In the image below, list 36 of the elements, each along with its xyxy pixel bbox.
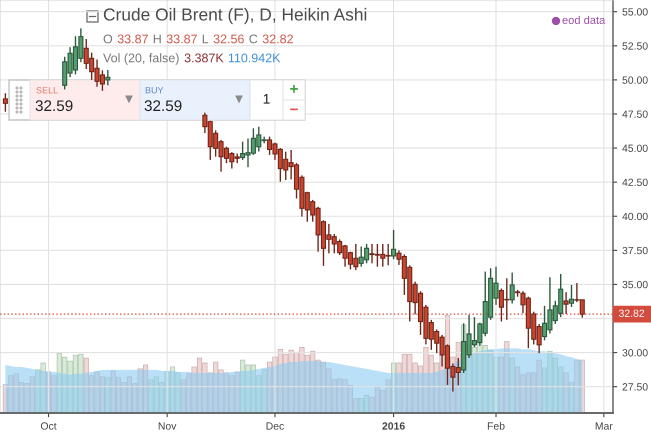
y-tick-label: 55.00	[622, 8, 648, 16]
annotation: 32.59	[144, 100, 182, 112]
y-tick-label: 30.00	[622, 349, 648, 356]
annotation: O 33.87 H 33.87 L 32.56 C 32.82	[104, 34, 293, 44]
annotation: Vol (20, false) 3.387K 110.942K	[103, 53, 280, 65]
candlestick	[2, 92, 8, 112]
annotation: BUY	[146, 87, 164, 94]
x-tick-label: Oct	[40, 422, 57, 430]
candlestick	[105, 69, 110, 86]
x-tick-label: Nov	[158, 422, 176, 430]
candlestick	[564, 292, 569, 315]
y-tick-label: 52.50	[622, 42, 648, 50]
annotation: 32.59	[36, 100, 73, 112]
y-tick-label: 27.50	[622, 383, 648, 391]
x-tick-label: Dec	[266, 422, 284, 430]
y-tick-label: 45.00	[622, 144, 648, 152]
candlestick	[510, 272, 515, 304]
candlestick	[391, 229, 396, 260]
annotation: SELL	[36, 87, 58, 94]
annotation: −	[290, 108, 298, 110]
y-tick-label: 35.00	[622, 280, 648, 288]
y-tick-label: 40.00	[622, 212, 648, 220]
y-tick-label: 47.50	[622, 110, 648, 118]
candlestick	[568, 284, 574, 308]
annotation: 1	[264, 94, 270, 104]
y-tick-label: 37.50	[622, 246, 648, 254]
ref-line-label: 32.82	[618, 310, 644, 317]
bar	[564, 372, 569, 413]
x-tick-label: Mar	[596, 422, 613, 430]
x-tick-label: 2016	[382, 422, 405, 430]
y-tick-label: 50.00	[622, 76, 648, 84]
y-tick-label: 42.50	[622, 178, 648, 186]
annotation: eod data	[562, 16, 606, 24]
x-tick-label: Feb	[488, 422, 505, 430]
annotation: +	[290, 84, 298, 93]
chart-title: Crude Oil Brent (F), D, Heikin Ashi	[104, 8, 366, 24]
